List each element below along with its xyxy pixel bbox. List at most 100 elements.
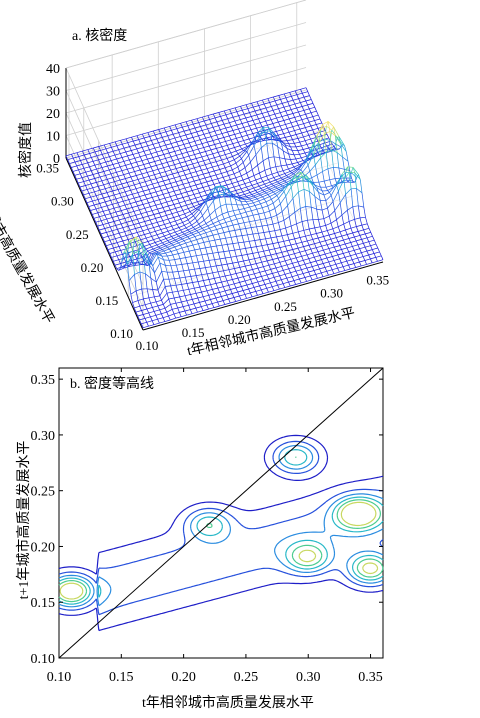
surface-mesh-line: [192, 244, 196, 251]
surface-mesh-line: [121, 157, 125, 162]
surface-mesh-line: [216, 229, 219, 234]
surface-mesh-line: [284, 158, 291, 160]
surface-mesh-line: [108, 194, 115, 197]
surface-mesh-line: [125, 176, 131, 179]
surface-mesh-line: [172, 290, 178, 293]
surface-mesh-line: [307, 219, 313, 221]
surface-mesh-line: [242, 162, 246, 168]
surface-mesh-line: [287, 232, 293, 235]
surface-mesh-line: [212, 165, 218, 168]
surface-mesh-line: [259, 169, 265, 174]
surface-mesh-line: [236, 219, 239, 225]
surface-mesh-line: [205, 162, 211, 166]
surface-mesh-line: [102, 211, 106, 216]
surface-mesh-line: [179, 312, 182, 317]
surface-mesh-line: [102, 224, 106, 229]
surface-mesh-line: [202, 225, 208, 229]
surface-mesh-line: [193, 223, 199, 228]
surface-mesh-line: [239, 143, 246, 147]
surface-mesh-line: [225, 222, 228, 227]
surface-mesh-line: [197, 160, 204, 163]
surface-mesh-line: [239, 248, 246, 250]
surface-mesh-line: [377, 247, 380, 253]
surface-mesh-line: [322, 263, 326, 268]
surface-mesh-line: [114, 263, 121, 266]
contour-tick-labels: 0.10 0.15 0.20 0.25 0.30 0.350.100.150.200.25…: [31, 368, 383, 685]
surface-mesh-line: [149, 161, 155, 164]
surface-mesh-line: [235, 190, 238, 194]
surface-mesh-line: [139, 207, 145, 211]
surface-mesh-line: [261, 274, 267, 277]
surface-mesh-line: [149, 232, 152, 237]
surface-mesh-line: [65, 155, 69, 160]
surface-mesh-line: [164, 319, 171, 322]
surface-mesh-line: [223, 161, 229, 165]
surface-mesh-line: [139, 181, 146, 184]
surface-mesh-line: [303, 95, 310, 98]
surface-mesh-line: [245, 279, 251, 282]
surface-mesh-line: [280, 177, 284, 180]
surface-mesh-line: [268, 290, 274, 293]
surface-mesh-line: [217, 252, 221, 259]
surface-mesh-line: [158, 237, 161, 241]
surface-mesh-line: [355, 252, 362, 255]
surface-mesh-line: [77, 182, 81, 188]
surface-mesh-line: [333, 167, 336, 179]
surface-mesh-line: [134, 274, 137, 291]
surface-mesh-line: [230, 273, 237, 276]
surface-mesh-line: [149, 250, 156, 254]
surface-mesh-line: [269, 179, 276, 183]
surface-mesh-line: [120, 248, 127, 251]
surface-mesh-line: [292, 233, 295, 240]
surface-mesh-line: [361, 223, 368, 226]
surface-mesh-line: [251, 169, 255, 176]
surface-mesh-line: [290, 135, 293, 140]
surface-mesh-line: [142, 228, 149, 232]
surface-mesh-line: [159, 307, 166, 311]
surface-mesh-line: [175, 265, 179, 272]
surface-mesh-line: [194, 269, 197, 276]
surface-mesh-line: [292, 198, 296, 213]
surface-mesh-line: [229, 122, 232, 127]
surface-mesh-line: [172, 147, 176, 152]
surface-mesh-line: [297, 150, 300, 155]
surface-mesh-line: [266, 175, 269, 180]
surface-mesh-line: [174, 246, 177, 250]
surface-mesh-line: [207, 200, 214, 209]
surface-mesh-line: [241, 151, 248, 159]
surface-mesh-line: [99, 203, 102, 208]
surface-mesh-line: [96, 168, 99, 174]
surface-mesh-line: [248, 145, 255, 156]
surface-mesh-line: [142, 250, 148, 258]
surface-mesh-line: [178, 233, 185, 237]
surface-mesh-line: [291, 168, 298, 174]
surface-mesh-line: [203, 279, 209, 281]
surface-mesh-line: [94, 165, 97, 170]
surface-mesh-line: [348, 264, 351, 270]
surface-mesh-line: [247, 216, 250, 222]
surface-mesh-line: [154, 134, 158, 139]
surface-mesh-line: [305, 100, 308, 106]
surface-mesh-line: [211, 186, 218, 194]
surface-mesh-line: [139, 271, 143, 290]
surface-mesh-line: [278, 240, 284, 243]
surface-mesh-line: [294, 208, 301, 213]
surface-mesh-line: [174, 162, 180, 166]
surface-mesh-line: [167, 135, 170, 140]
surface-mesh-line: [365, 217, 368, 224]
surface-mesh-line: [279, 112, 283, 117]
surface-mesh-line: [72, 171, 76, 176]
surface-mesh-line: [199, 302, 202, 307]
surface-mesh-line: [177, 159, 181, 164]
surface-mesh-line: [190, 133, 194, 138]
surface-mesh-line: [160, 216, 164, 221]
surface-mesh-line: [208, 295, 211, 300]
surface-mesh-line: [113, 246, 119, 249]
surface-mesh-line: [170, 265, 173, 273]
surface-mesh-line: [169, 239, 176, 243]
surface-axes-box: [65, 0, 384, 331]
surface-mesh-line: [333, 143, 336, 150]
surface-mesh-line: [127, 226, 131, 231]
surface-mesh-line: [290, 223, 297, 227]
surface-mesh-line: [299, 265, 302, 270]
